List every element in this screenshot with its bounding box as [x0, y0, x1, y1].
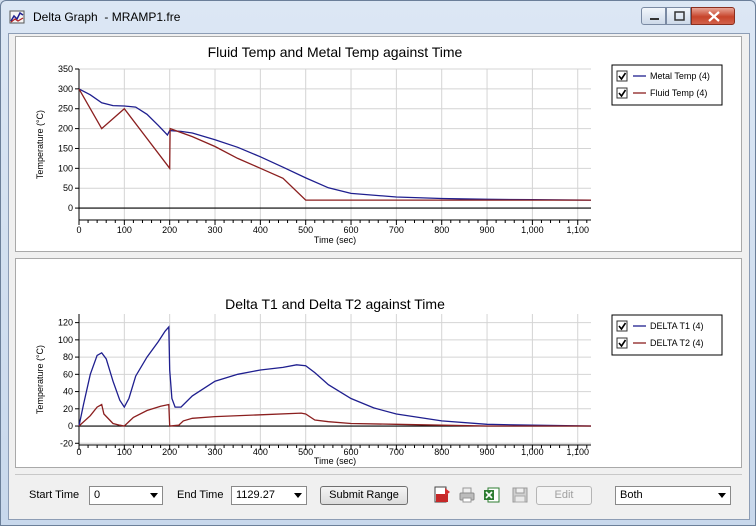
y-axis-title: Temperature (°C)	[35, 345, 45, 414]
checkmark-icon	[618, 339, 627, 348]
legend-label: DELTA T2 (4)	[650, 338, 704, 348]
maximize-button[interactable]	[666, 7, 691, 25]
chevron-down-icon	[718, 493, 726, 498]
x-tick-label: 800	[434, 225, 449, 235]
x-tick-label: 600	[344, 447, 359, 457]
client-area: Fluid Temp and Metal Temp against Time 0 1…	[8, 33, 750, 520]
checkmark-icon	[618, 89, 627, 98]
temperature-chart-panel: Fluid Temp and Metal Temp against Time 0 1…	[15, 36, 742, 252]
export-pdf-icon[interactable]	[433, 486, 451, 504]
x-tick-label: 400	[253, 225, 268, 235]
x-tick-label: 100	[117, 447, 132, 457]
x-tick-label: 1,100	[566, 225, 589, 235]
range-toolbar: Start Time 0 End Time 1129.27 Submit Ran…	[15, 474, 742, 516]
close-button[interactable]	[691, 7, 735, 25]
legend-label: DELTA T1 (4)	[650, 321, 704, 331]
x-tick-label: 900	[480, 225, 495, 235]
end-time-label: End Time	[177, 489, 224, 501]
x-tick-label: 100	[117, 225, 132, 235]
end-time-combo[interactable]: 1129.27	[231, 486, 307, 505]
series-line-1	[78, 325, 592, 427]
minimize-icon	[650, 18, 659, 20]
save-icon[interactable]	[511, 486, 529, 504]
submit-range-button[interactable]: Submit Range	[320, 486, 408, 505]
legend-box	[611, 64, 723, 106]
maximize-icon	[674, 11, 685, 21]
series-line-1	[78, 88, 592, 201]
chart-legend: Metal Temp (4) Fluid Temp (4)	[611, 64, 723, 106]
y-tick-label: 50	[63, 183, 73, 193]
close-icon	[708, 11, 720, 22]
series-line-2	[78, 403, 591, 427]
x-tick-label: 200	[162, 447, 177, 457]
legend-label: Metal Temp (4)	[650, 71, 710, 81]
x-tick-label: 500	[298, 447, 313, 457]
x-tick-label: 500	[298, 225, 313, 235]
chart-legend: DELTA T1 (4) DELTA T2 (4)	[611, 314, 723, 356]
checkmark-icon	[618, 72, 627, 81]
series-line-2	[78, 88, 591, 201]
chevron-down-icon	[150, 493, 158, 498]
x-tick-label: 1,000	[521, 225, 544, 235]
x-tick-label: 900	[480, 447, 495, 457]
y-tick-label: 20	[63, 404, 73, 414]
x-tick-label: 800	[434, 447, 449, 457]
x-axis-title: Time (sec)	[314, 235, 356, 245]
y-tick-label: 80	[63, 352, 73, 362]
minimize-button[interactable]	[641, 7, 666, 25]
legend-checkbox[interactable]	[616, 337, 628, 349]
x-tick-label: 0	[76, 447, 81, 457]
title-bar[interactable]: Delta Graph - MRAMP1.fre	[1, 1, 755, 33]
y-tick-label: 150	[58, 143, 73, 153]
x-tick-label: 700	[389, 447, 404, 457]
x-tick-label: 700	[389, 225, 404, 235]
y-tick-label: 0	[68, 203, 73, 213]
chevron-down-icon	[294, 493, 302, 498]
x-tick-label: 1,100	[566, 447, 589, 457]
y-tick-label: 350	[58, 64, 73, 74]
end-time-value: 1129.27	[236, 489, 275, 501]
x-tick-label: 600	[344, 225, 359, 235]
x-axis-title: Time (sec)	[314, 456, 356, 466]
x-tick-label: 200	[162, 225, 177, 235]
legend-checkbox[interactable]	[616, 70, 628, 82]
y-tick-label: 300	[58, 84, 73, 94]
x-tick-label: 1,000	[521, 447, 544, 457]
graph-app-icon	[9, 10, 25, 24]
x-tick-label: 0	[76, 225, 81, 235]
y-tick-label: 100	[58, 335, 73, 345]
y-tick-label: 60	[63, 369, 73, 379]
print-icon[interactable]	[458, 486, 476, 504]
y-axis-title: Temperature (°C)	[35, 110, 45, 179]
series-select[interactable]: Both	[615, 486, 731, 505]
start-time-label: Start Time	[29, 489, 80, 501]
y-tick-label: 0	[68, 421, 73, 431]
legend-label: Fluid Temp (4)	[650, 88, 707, 98]
checkmark-icon	[618, 322, 627, 331]
y-tick-label: 100	[58, 163, 73, 173]
y-tick-label: 120	[58, 318, 73, 328]
chart-title: Delta T1 and Delta T2 against Time	[225, 296, 445, 312]
legend-box	[611, 314, 723, 356]
delta-chart-panel: Delta T1 and Delta T2 against Time 0 100 20…	[15, 258, 742, 468]
y-tick-label: 250	[58, 104, 73, 114]
x-tick-label: 400	[253, 447, 268, 457]
y-tick-label: -20	[60, 438, 73, 448]
start-time-combo[interactable]: 0	[89, 486, 163, 505]
legend-checkbox[interactable]	[616, 320, 628, 332]
edit-button[interactable]: Edit	[536, 486, 592, 505]
x-tick-label: 300	[208, 225, 223, 235]
y-tick-label: 200	[58, 124, 73, 134]
x-tick-label: 300	[208, 447, 223, 457]
export-excel-icon[interactable]	[483, 486, 501, 504]
window-title: Delta Graph - MRAMP1.fre	[33, 10, 181, 24]
temperature-chart: Fluid Temp and Metal Temp against Time 0 1…	[35, 44, 723, 245]
chart-title: Fluid Temp and Metal Temp against Time	[208, 44, 463, 60]
y-tick-label: 40	[63, 387, 73, 397]
legend-checkbox[interactable]	[616, 87, 628, 99]
delta-chart: Delta T1 and Delta T2 against Time 0 100 20…	[35, 296, 723, 466]
series-select-value: Both	[620, 489, 643, 501]
start-time-value: 0	[94, 489, 101, 501]
